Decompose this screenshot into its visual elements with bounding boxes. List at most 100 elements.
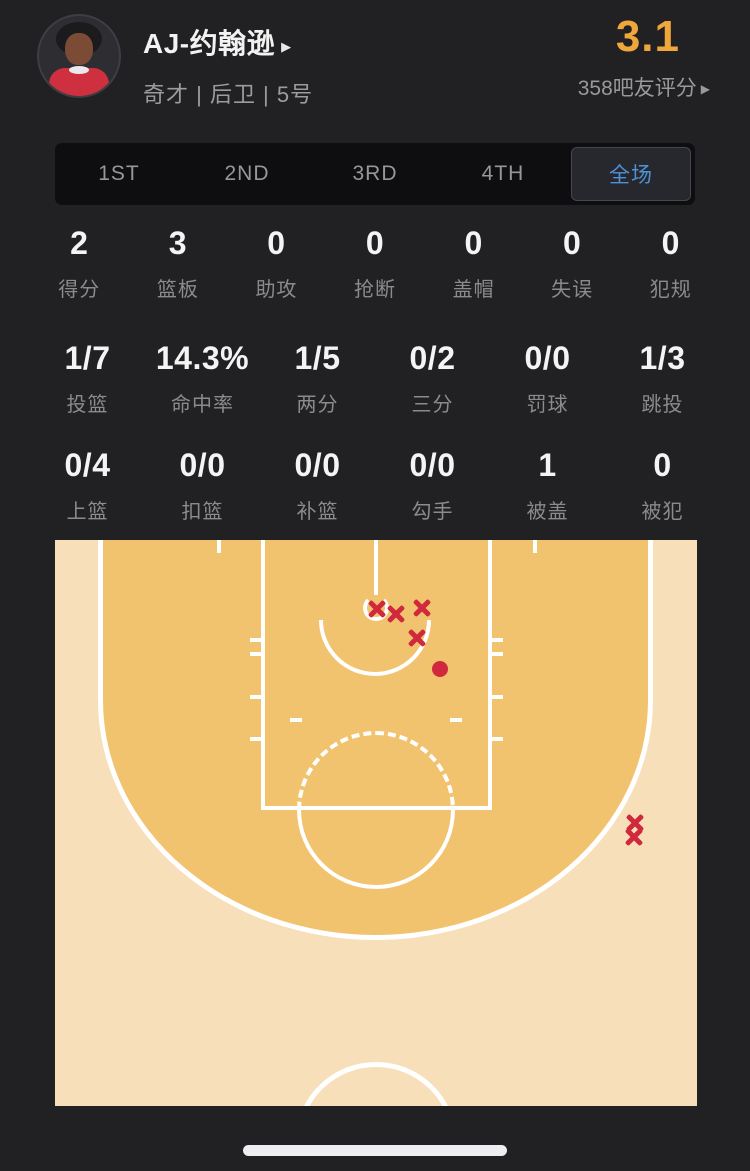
lane-tick	[492, 652, 503, 656]
rating-arrow-icon: ▶	[700, 82, 710, 96]
stat-label: 篮板	[156, 279, 199, 301]
stat-label: 投篮	[66, 394, 109, 416]
stat-value: 2	[70, 225, 89, 261]
stat-jump-shots: 1/3 跳投	[605, 340, 720, 417]
rating-block[interactable]: 3.1 358吧友评分 ▶	[578, 12, 710, 102]
stat-label: 得分	[58, 279, 101, 301]
lane-tick	[250, 737, 261, 741]
rating-score: 3.1	[615, 12, 680, 61]
player-name-arrow-icon: ▶	[281, 39, 292, 54]
stat-value: 0/2	[409, 340, 456, 376]
tab-4th[interactable]: 4TH	[481, 162, 525, 185]
stat-value: 0	[661, 225, 680, 261]
tab-1st[interactable]: 1ST	[98, 162, 140, 185]
stat-value: 0/0	[294, 447, 341, 483]
stat-label: 失误	[551, 279, 594, 301]
stat-fg-pct: 14.3% 命中率	[145, 340, 260, 417]
stat-label: 三分	[411, 394, 454, 416]
stat-label: 助攻	[255, 279, 298, 301]
stat-dunks: 0/0 扣篮	[145, 447, 260, 524]
tab-2nd[interactable]: 2ND	[224, 162, 270, 185]
missed-shot-marker	[387, 605, 406, 624]
player-team-position: 奇才 | 后卫 | 5号	[143, 82, 314, 107]
stat-value: 0/0	[179, 447, 226, 483]
stat-value: 0/4	[64, 447, 111, 483]
stat-points: 2 得分	[30, 225, 129, 302]
stat-value: 1	[538, 447, 557, 483]
block-dash	[290, 718, 302, 722]
lane-tick	[250, 638, 261, 642]
stat-value: 1/7	[64, 340, 111, 376]
stat-value: 14.3%	[155, 340, 250, 376]
shot-markers	[55, 540, 697, 1106]
home-indicator-bar[interactable]	[243, 1145, 507, 1156]
stat-free-throws: 0/0 罚球	[490, 340, 605, 417]
player-avatar[interactable]	[37, 14, 121, 98]
lane-tick	[250, 652, 261, 656]
stat-label: 被犯	[641, 501, 684, 523]
shot-chart-court	[55, 540, 697, 1106]
backboard-pole	[374, 540, 378, 595]
stat-three-pointers: 0/2 三分	[375, 340, 490, 417]
stat-putbacks: 0/0 补篮	[260, 447, 375, 524]
rating-votes-row: 358吧友评分 ▶	[578, 72, 710, 102]
player-name: AJ-约翰逊	[143, 28, 276, 59]
stat-layups: 0/4 上篮	[30, 447, 145, 524]
tab-full-game[interactable]: 全场	[571, 147, 691, 201]
stat-blocks: 0 盖帽	[424, 225, 523, 302]
stat-value: 0	[267, 225, 286, 261]
stat-value: 0	[464, 225, 483, 261]
stat-steals: 0 抢断	[326, 225, 425, 302]
lane-tick	[492, 695, 503, 699]
missed-shot-marker	[368, 600, 387, 619]
stat-label: 补篮	[296, 501, 339, 523]
avatar-face	[65, 33, 93, 65]
made-shot-marker	[432, 661, 448, 677]
stat-two-pointers: 1/5 两分	[260, 340, 375, 417]
stat-label: 两分	[296, 394, 339, 416]
block-dash	[450, 718, 462, 722]
stat-label: 扣篮	[181, 501, 224, 523]
stat-value: 0	[365, 225, 385, 261]
stat-label: 命中率	[171, 394, 234, 416]
stats-row-shot-types: 0/4 上篮 0/0 扣篮 0/0 补篮 0/0 勾手 1 被盖 0 被犯	[30, 447, 720, 524]
stat-fouls: 0 犯规	[621, 225, 720, 302]
stats-row-shooting: 1/7 投篮 14.3% 命中率 1/5 两分 0/2 三分 0/0 罚球 1/…	[30, 340, 720, 417]
baseline-tick	[533, 540, 537, 553]
missed-shot-marker	[413, 599, 432, 618]
stat-blocked-against: 1 被盖	[490, 447, 605, 524]
stat-fg: 1/7 投篮	[30, 340, 145, 417]
stat-label: 上篮	[66, 501, 109, 523]
lane-tick	[492, 737, 503, 741]
stat-value: 0/0	[409, 447, 456, 483]
stat-value: 0/0	[524, 340, 571, 376]
stat-label: 跳投	[641, 394, 684, 416]
stat-label: 抢断	[354, 279, 397, 301]
tab-3rd[interactable]: 3RD	[352, 162, 398, 185]
stat-value: 0	[653, 447, 672, 483]
stat-label: 犯规	[649, 279, 692, 301]
lane-tick	[492, 638, 503, 642]
stat-assists: 0 助攻	[227, 225, 326, 302]
stat-label: 罚球	[526, 394, 569, 416]
missed-shot-marker	[408, 629, 427, 648]
missed-shot-marker	[625, 828, 644, 847]
lane-tick	[250, 695, 261, 699]
stat-value: 1/5	[294, 340, 341, 376]
rating-votes: 358吧友评分	[577, 77, 697, 100]
stat-rebounds: 3 篮板	[129, 225, 228, 302]
stat-label: 勾手	[411, 501, 454, 523]
stat-value: 0	[563, 225, 582, 261]
stat-value: 3	[168, 225, 188, 261]
stat-label: 被盖	[526, 501, 569, 523]
stat-label: 盖帽	[452, 279, 495, 301]
stats-row-basic: 2 得分 3 篮板 0 助攻 0 抢断 0 盖帽 0 失误 0 犯规	[30, 225, 720, 302]
quarter-tabbar: 1ST 2ND 3RD 4TH 全场	[55, 143, 695, 205]
player-name-row[interactable]: AJ-约翰逊 ▶	[143, 22, 313, 62]
player-header: AJ-约翰逊 ▶ 奇才 | 后卫 | 5号	[143, 22, 313, 109]
stat-fouled-against: 0 被犯	[605, 447, 720, 524]
stat-value: 1/3	[639, 340, 686, 376]
stat-turnovers: 0 失误	[523, 225, 622, 302]
baseline-tick	[217, 540, 221, 553]
